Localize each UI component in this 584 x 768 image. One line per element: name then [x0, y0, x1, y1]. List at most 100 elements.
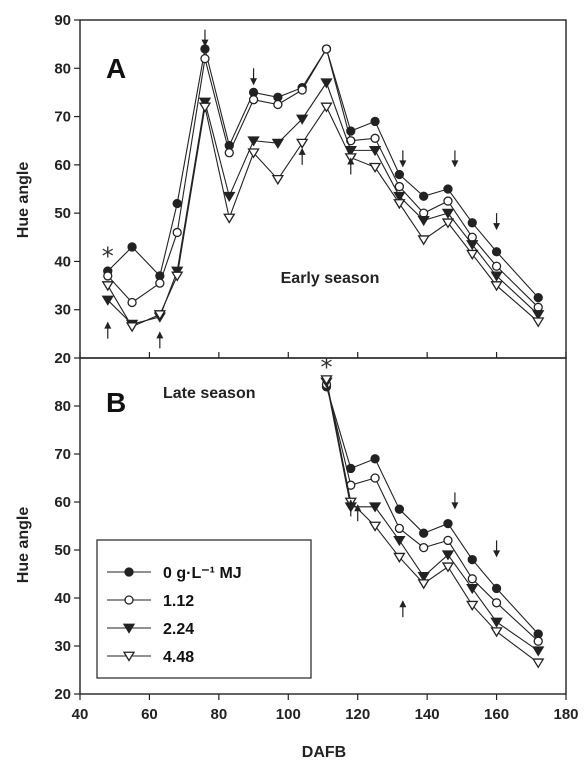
- significance-arrow: [201, 29, 209, 47]
- data-point: [320, 375, 333, 386]
- significance-arrow: [399, 150, 407, 168]
- data-point: [417, 572, 430, 583]
- arrow-head: [347, 499, 355, 507]
- significance-arrow: [354, 504, 362, 522]
- data-point: [368, 502, 382, 513]
- significance-star: *: [102, 243, 114, 271]
- significance-star: *: [320, 354, 332, 382]
- data-point: [296, 114, 309, 125]
- data-point: [223, 213, 236, 224]
- x-tick-label: 140: [415, 706, 440, 723]
- data-point: [443, 535, 453, 546]
- data-point: [532, 658, 545, 669]
- y-tick-label: 90: [54, 12, 71, 29]
- x-tick-label: 60: [141, 706, 158, 723]
- arrow-head: [104, 321, 112, 329]
- significance-arrow: [156, 331, 164, 349]
- data-point: [441, 562, 455, 573]
- data-point: [127, 297, 137, 308]
- data-point: [491, 583, 502, 594]
- data-point: [344, 145, 357, 157]
- season-annotation: Early season: [281, 270, 380, 287]
- significance-arrow: [347, 499, 355, 517]
- data-point: [394, 504, 405, 514]
- legend: 0 g·L⁻¹ MJ 1.12 2.24 4.48: [96, 539, 312, 679]
- y-tick-label: 60: [54, 157, 71, 174]
- data-point: [441, 218, 455, 229]
- arrow-head: [298, 147, 306, 155]
- data-point: [320, 102, 333, 113]
- y-tick-label: 40: [54, 253, 71, 270]
- data-point: [393, 536, 406, 547]
- y-axis-label-b: Hue angle: [15, 507, 32, 584]
- data-point: [320, 78, 333, 89]
- y-tick-label: 30: [54, 302, 71, 319]
- data-point: [172, 198, 182, 209]
- legend-marker: [122, 623, 136, 634]
- data-point: [490, 627, 503, 638]
- arrow-head: [354, 504, 362, 512]
- data-point: [443, 196, 453, 206]
- data-point: [368, 521, 382, 532]
- significance-arrow: [104, 321, 112, 339]
- x-tick-label: 80: [211, 706, 228, 723]
- y-tick-label: 50: [54, 205, 71, 222]
- legend-entry: 0 g·L⁻¹ MJ: [107, 565, 242, 582]
- legend-marker: [122, 651, 136, 662]
- y-axis-label-a: Hue angle: [15, 162, 32, 239]
- data-point: [224, 148, 234, 158]
- data-point: [393, 552, 406, 563]
- data-point: [443, 518, 453, 529]
- y-tick-label: 20: [54, 350, 71, 367]
- panel-letter: B: [106, 387, 126, 418]
- data-point: [394, 169, 405, 180]
- arrow-head: [399, 600, 407, 608]
- plot-frame: [79, 357, 567, 695]
- data-point: [198, 102, 212, 113]
- arrow-head: [493, 550, 501, 558]
- data-point: [101, 295, 114, 306]
- legend-marker: [124, 595, 134, 605]
- x-axis-label: DAFB: [302, 744, 346, 761]
- data-point: [443, 184, 453, 194]
- series-line: [107, 47, 539, 299]
- significance-arrow: [451, 150, 459, 168]
- data-point: [247, 136, 260, 147]
- significance-arrow: [451, 492, 459, 510]
- y-tick-label: 80: [54, 60, 71, 77]
- data-point: [419, 528, 429, 538]
- data-point: [370, 116, 380, 127]
- data-point: [321, 44, 332, 54]
- legend-label: 2.24: [163, 621, 194, 638]
- arrow-head: [347, 157, 355, 165]
- data-point: [127, 242, 137, 252]
- data-point: [155, 278, 165, 288]
- y-tick-label: 50: [54, 542, 71, 559]
- significance-arrow: [493, 213, 501, 231]
- data-point: [103, 271, 113, 281]
- series-line: [107, 47, 539, 308]
- data-point: [198, 97, 212, 108]
- series-1: [103, 44, 543, 303]
- data-point: [394, 523, 405, 534]
- y-tick-label: 60: [54, 494, 71, 511]
- legend-entry: 1.12: [107, 593, 194, 610]
- series-line: [107, 81, 539, 325]
- data-point: [533, 292, 543, 303]
- data-point: [532, 646, 545, 657]
- data-point: [370, 473, 380, 483]
- x-tick-label: 120: [345, 706, 370, 723]
- significance-arrow: [399, 600, 407, 618]
- data-point: [491, 247, 502, 257]
- y-tick-label: 20: [54, 686, 71, 703]
- data-point: [393, 199, 406, 210]
- data-point: [200, 53, 210, 64]
- arrow-head: [250, 78, 258, 86]
- data-point: [490, 281, 503, 292]
- data-point: [466, 600, 479, 611]
- data-point: [393, 191, 406, 202]
- panel-a: 20 30 40 50 60 70 80 90 A Early season *: [54, 12, 567, 367]
- x-tick-label: 100: [276, 706, 301, 723]
- data-point: [533, 302, 543, 312]
- data-point: [172, 227, 182, 238]
